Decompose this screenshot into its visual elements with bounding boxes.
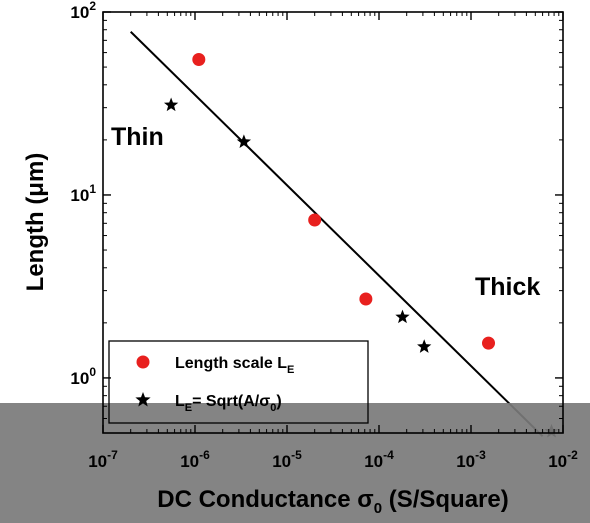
axes-layer: 10-7 10-6 10-5 10-4 10-3 10-2 100 101 102 DC Cond… — [22, 0, 578, 517]
y-tick-label: 100 — [70, 365, 96, 388]
legend-label-sqrt-formula: LE= Sqrt(A/σ0) — [175, 393, 282, 414]
data-point-star — [236, 134, 252, 148]
y-axis-title: Length (μm) — [22, 153, 49, 292]
x-tick-label: 10-2 — [548, 448, 578, 471]
annotation-thin: Thin — [111, 123, 164, 151]
x-tick-label: 10-4 — [364, 448, 394, 471]
x-tick-label: 10-7 — [88, 448, 118, 471]
plot-layer: Thin Thick — [111, 31, 559, 438]
data-point-circle — [192, 53, 206, 67]
legend-marker-star — [135, 392, 151, 407]
x-tick-label: 10-5 — [272, 448, 302, 471]
data-point-circle — [359, 292, 373, 306]
y-tick-label: 101 — [70, 182, 96, 205]
legend-marker-circle — [136, 355, 150, 369]
y-tick-label: 102 — [70, 0, 96, 22]
fit-line — [129, 31, 544, 437]
data-point-circle — [308, 213, 322, 227]
legend-label-length-scale: Length scale LE — [175, 355, 294, 376]
plot-frame — [102, 11, 564, 434]
x-tick-label: 10-3 — [456, 448, 486, 471]
x-axis-title: DC Conductance σ0 (S/Square) — [157, 486, 508, 517]
data-point-star — [417, 339, 432, 353]
x-tick-label: 10-6 — [180, 448, 210, 471]
data-point-circle — [482, 336, 496, 350]
annotation-thick: Thick — [475, 273, 540, 301]
data-point-star — [395, 309, 410, 324]
legend: Length scale LE LE= Sqrt(A/σ0) — [108, 340, 369, 424]
legend-box — [108, 340, 369, 424]
data-point-star — [163, 97, 179, 112]
